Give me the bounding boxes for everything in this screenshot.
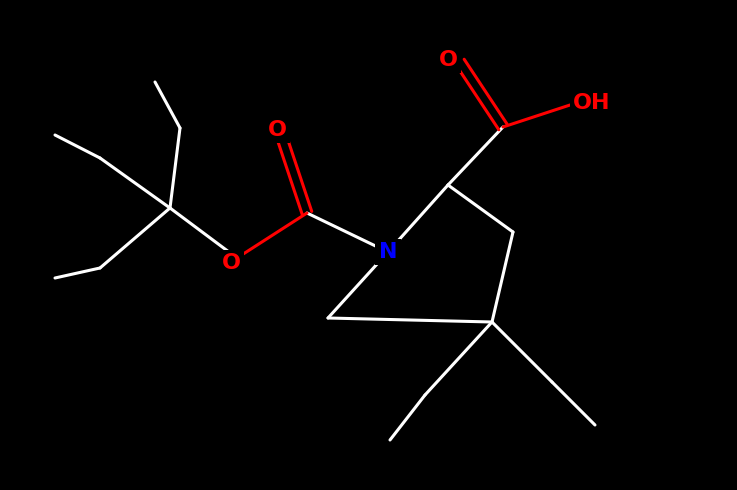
Text: O: O xyxy=(439,50,458,70)
Text: N: N xyxy=(379,242,397,262)
Text: OH: OH xyxy=(573,93,611,113)
Text: O: O xyxy=(222,253,240,273)
Text: O: O xyxy=(268,120,287,140)
